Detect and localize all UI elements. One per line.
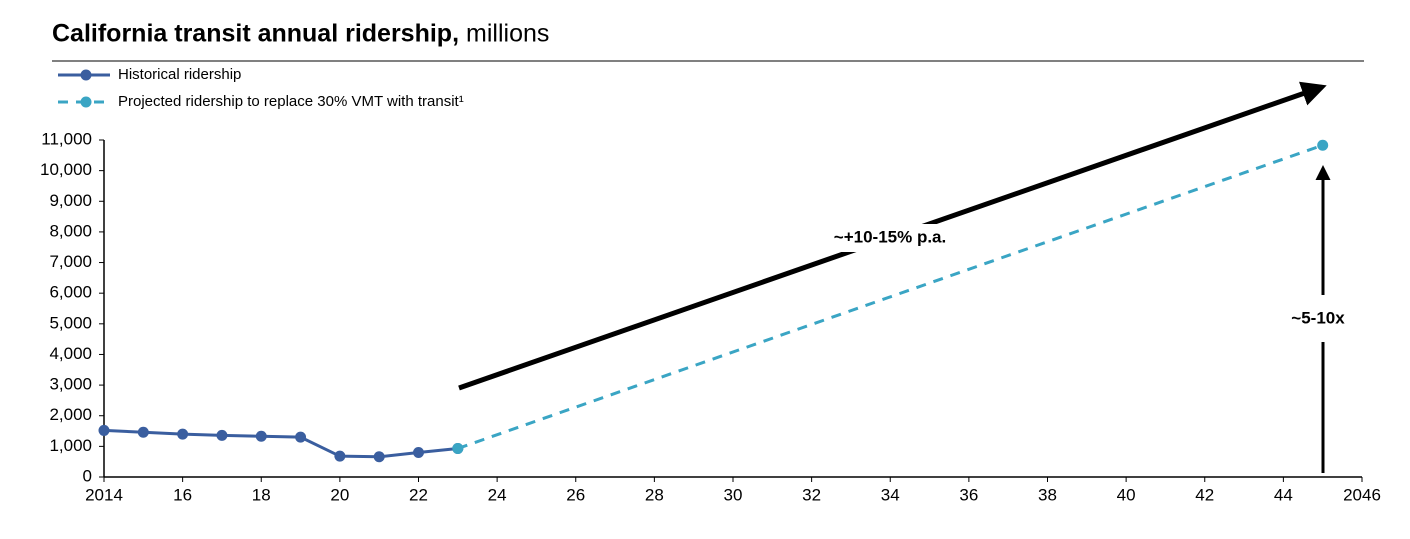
data-point bbox=[255, 430, 267, 442]
x-tick-label: 18 bbox=[252, 485, 271, 504]
chart-subtitle: millions bbox=[466, 20, 549, 48]
y-tick-label: 10,000 bbox=[40, 160, 92, 179]
x-tick-label: 42 bbox=[1195, 485, 1214, 504]
y-tick-label: 9,000 bbox=[49, 191, 92, 210]
x-tick-label: 44 bbox=[1274, 485, 1293, 504]
y-tick-label: 0 bbox=[83, 466, 92, 485]
x-tick-label: 20 bbox=[330, 485, 349, 504]
y-tick-label: 3,000 bbox=[49, 375, 92, 394]
y-tick-label: 8,000 bbox=[49, 221, 92, 240]
y-tick-label: 5,000 bbox=[49, 313, 92, 332]
x-tick-label: 28 bbox=[645, 485, 664, 504]
series-line bbox=[457, 143, 1324, 450]
chart-title: California transit annual ridership, bbox=[52, 20, 459, 48]
y-tick-label: 7,000 bbox=[49, 252, 92, 271]
y-tick-label: 4,000 bbox=[49, 344, 92, 363]
x-tick-label: 2046 bbox=[1343, 485, 1381, 504]
annotation: ~5-10x bbox=[1291, 308, 1345, 327]
data-point bbox=[413, 446, 424, 458]
x-tick-label: 38 bbox=[1038, 485, 1057, 504]
data-point bbox=[1317, 139, 1329, 151]
data-point bbox=[452, 443, 464, 455]
data-point bbox=[137, 426, 149, 438]
annotation: ~+10-15% p.a. bbox=[834, 227, 946, 246]
y-tick-label: 1,000 bbox=[49, 436, 92, 455]
x-tick-label: 16 bbox=[173, 485, 192, 504]
data-point bbox=[177, 428, 189, 440]
series-line bbox=[103, 428, 458, 459]
x-tick-label: 26 bbox=[566, 485, 585, 504]
y-tick-label: 6,000 bbox=[49, 283, 92, 302]
legend-label: Projected ridership to replace 30% VMT w… bbox=[118, 93, 464, 110]
legend-marker bbox=[80, 69, 92, 81]
y-tick-label: 11,000 bbox=[41, 129, 92, 148]
x-tick-label: 40 bbox=[1117, 485, 1136, 504]
x-tick-label: 36 bbox=[959, 485, 978, 504]
legend-marker bbox=[80, 96, 92, 108]
plot-area: 0 1,000 2,000 3,000 4,000 5,000 6,000 7,000 8,00… bbox=[40, 129, 1381, 504]
x-tick-label: 30 bbox=[724, 485, 743, 504]
label-background bbox=[820, 224, 960, 252]
data-point bbox=[334, 450, 346, 462]
x-tick-label: 2014 bbox=[85, 485, 123, 504]
data-point bbox=[295, 431, 307, 443]
data-point bbox=[216, 429, 228, 441]
legend-label: Historical ridership bbox=[118, 66, 241, 83]
x-tick-label: 24 bbox=[488, 485, 507, 504]
data-point bbox=[98, 424, 110, 436]
x-tick-label: 22 bbox=[409, 485, 428, 504]
x-tick-label: 34 bbox=[881, 485, 900, 504]
data-point bbox=[373, 451, 385, 463]
y-tick-label: 2,000 bbox=[49, 405, 92, 424]
x-tick-label: 32 bbox=[802, 485, 821, 504]
